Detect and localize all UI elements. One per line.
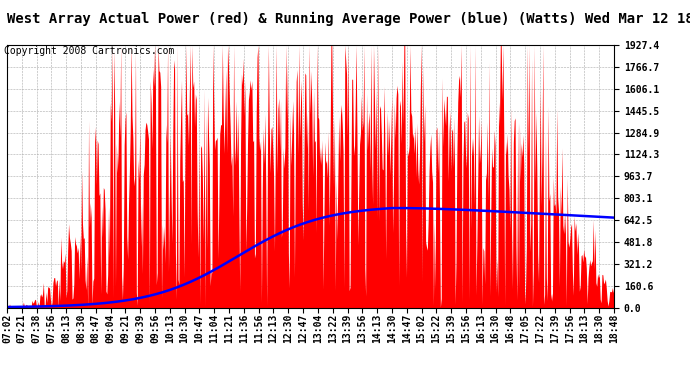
Text: West Array Actual Power (red) & Running Average Power (blue) (Watts) Wed Mar 12 : West Array Actual Power (red) & Running … <box>7 12 690 26</box>
Text: Copyright 2008 Cartronics.com: Copyright 2008 Cartronics.com <box>4 46 175 56</box>
